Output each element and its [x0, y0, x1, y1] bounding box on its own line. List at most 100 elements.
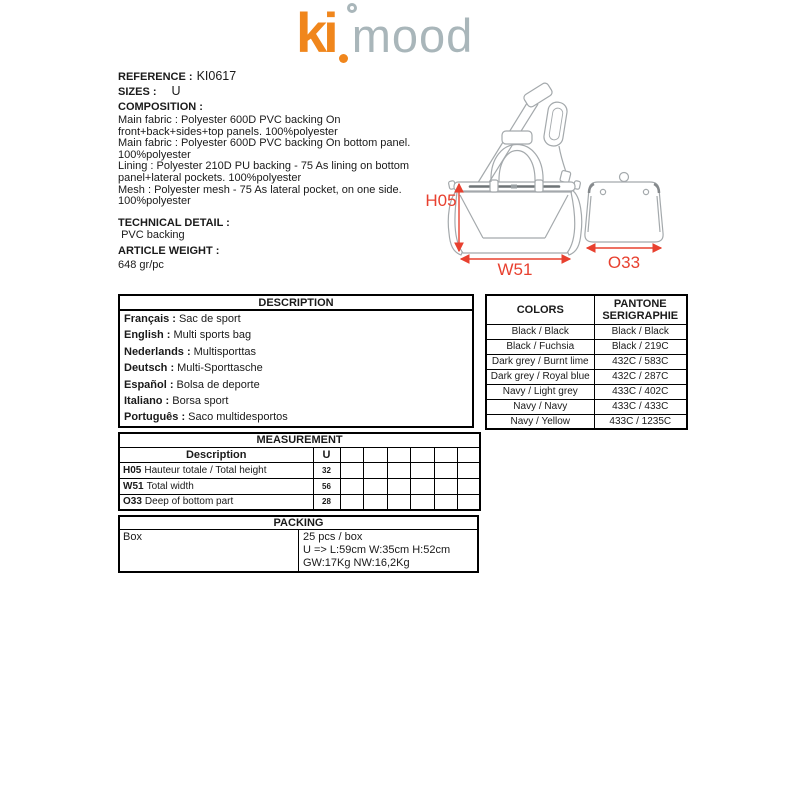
measurement-code: O33 — [123, 496, 142, 508]
measurement-code: W51 — [123, 480, 144, 492]
language-label: English : — [124, 329, 171, 342]
dimension-annotations — [454, 182, 663, 264]
packing-line1: 25 pcs / box — [303, 531, 363, 543]
description-value: Sac de sport — [178, 313, 241, 325]
measurement-description-header: Description — [118, 446, 314, 463]
color-row: Black / Black Black / Black — [485, 323, 688, 340]
measurement-value: 56 — [312, 477, 341, 495]
composition-line: Lining : Polyester 210D PU backing - 75 … — [118, 160, 410, 173]
color-name: Dark grey / Royal blue — [485, 368, 595, 385]
logo-ki-text: ki — [296, 1, 339, 64]
description-row: Português : Saco multidesportos — [120, 409, 472, 425]
description-row: English : Multi sports bag — [120, 327, 472, 343]
description-value: Multi sports bag — [173, 329, 252, 342]
technical-detail-label: TECHNICAL DETAIL : — [118, 216, 230, 229]
logo-ring-icon — [347, 3, 357, 13]
pantone-value: Black / 219C — [593, 338, 688, 355]
description-value: Bolsa de deporte — [176, 378, 260, 391]
measurement-row: O33 Deep of bottom part 28 — [118, 493, 481, 511]
pantone-value: 432C / 583C — [593, 353, 688, 370]
packing-details: 25 pcs / box U => L:59cm W:35cm H:52cm G… — [298, 529, 479, 573]
composition-line: 100%polyester — [118, 148, 191, 161]
product-info: REFERENCE : KI0617 SIZES : U COMPOSITION :… — [118, 69, 448, 271]
pantone-value: 433C / 433C — [593, 398, 688, 415]
measurement-label: Hauteur totale / Total height — [144, 464, 267, 476]
description-row: Nederlands : Multisporttas — [120, 344, 472, 360]
sizes-row: SIZES : U — [118, 84, 448, 102]
color-name: Black / Fuchsia — [485, 338, 595, 355]
colors-header: COLORS — [485, 294, 595, 325]
sizes-value: U — [171, 84, 181, 98]
color-row: Dark grey / Burnt lime 432C / 583C — [485, 353, 688, 370]
reference-row: REFERENCE : KI0617 — [118, 69, 448, 86]
bag-end-view — [584, 171, 664, 243]
measurement-row: W51 Total width 56 — [118, 477, 481, 495]
composition-line: Main fabric : Polyester 600D PVC backing… — [118, 137, 411, 150]
composition-line: 100%polyester — [118, 195, 191, 208]
color-name: Navy / Light grey — [485, 383, 595, 400]
packing-box-label: Box — [118, 529, 299, 573]
pantone-header: PANTONE SERIGRAPHIE — [593, 294, 688, 325]
description-table: DESCRIPTION Français : Sac de sport Engli… — [118, 294, 474, 428]
bag-handles — [490, 130, 544, 183]
pantone-value: 433C / 402C — [593, 383, 688, 400]
color-row: Navy / Light grey 433C / 402C — [485, 383, 688, 400]
article-weight-value: 648 gr/pc — [118, 258, 164, 271]
logo-dot-icon — [338, 54, 348, 63]
sizes-label: SIZES : — [118, 86, 157, 98]
color-name: Navy / Navy — [485, 398, 595, 415]
color-name: Navy / Yellow — [485, 413, 595, 430]
composition-label: COMPOSITION : — [118, 101, 203, 113]
reference-label: REFERENCE : — [118, 71, 193, 83]
measurement-code: H05 — [123, 464, 142, 476]
description-value: Multi-Sporttasche — [177, 362, 263, 375]
product-diagram: H05 W51 O33 — [425, 82, 664, 278]
color-row: Dark grey / Royal blue 432C / 287C — [485, 368, 688, 385]
measurement-title: MEASUREMENT — [118, 432, 481, 448]
composition-line: Main fabric : Polyester 600D PVC backing… — [118, 114, 341, 126]
w51-label: W51 — [498, 260, 533, 278]
measurement-row: H05 Hauteur totale / Total height 32 — [118, 461, 481, 479]
o33-label: O33 — [608, 253, 640, 272]
pantone-value: 433C / 1235C — [593, 413, 688, 430]
color-row: Navy / Navy 433C / 433C — [485, 398, 688, 415]
packing-title: PACKING — [118, 515, 479, 530]
measurement-value: 32 — [312, 461, 341, 479]
measurement-table: MEASUREMENT Description U H05 Hauteur tot… — [118, 432, 482, 511]
measurement-label: Total width — [146, 480, 194, 492]
description-row: Deutsch : Multi-Sporttasche — [120, 360, 472, 376]
bag-side-view — [453, 179, 576, 254]
measurement-size-header: U — [312, 446, 341, 463]
pantone-value: Black / Black — [593, 323, 688, 340]
description-value: Borsa sport — [172, 394, 229, 407]
packing-table: PACKING Box 25 pcs / box U => L:59cm W:3… — [118, 515, 479, 573]
kimood-logo: ki mood — [296, 0, 473, 70]
language-label: Français : — [124, 313, 176, 325]
composition-line: front+back+sides+top panels. 100%polyest… — [118, 125, 338, 138]
description-row: Italiano : Borsa sport — [120, 393, 472, 409]
measurement-value: 28 — [312, 493, 341, 511]
description-row: Español : Bolsa de deporte — [120, 377, 472, 393]
packing-line2: U => L:59cm W:35cm H:52cm GW:17Kg NW:16,… — [303, 544, 451, 569]
description-value: Saco multidesportos — [188, 411, 288, 424]
bag-shoulder-strap — [449, 82, 575, 233]
composition-line: Mesh : Polyester mesh - 75 As lateral po… — [118, 183, 402, 196]
language-label: Português : — [124, 411, 186, 424]
language-label: Español : — [124, 378, 174, 391]
article-weight-label: ARTICLE WEIGHT : — [118, 244, 220, 257]
language-label: Nederlands : — [124, 345, 191, 358]
color-row: Black / Fuchsia Black / 219C — [485, 338, 688, 355]
language-label: Italiano : — [124, 394, 170, 407]
color-name: Dark grey / Burnt lime — [485, 353, 595, 370]
logo-mood-text: mood — [351, 9, 474, 62]
reference-value: KI0617 — [196, 69, 237, 83]
colors-table: COLORS PANTONE SERIGRAPHIE Black / Black… — [485, 294, 688, 430]
color-name: Black / Black — [485, 323, 595, 340]
technical-detail-value: PVC backing — [121, 228, 185, 241]
measurement-label: Deep of bottom part — [144, 496, 234, 508]
language-label: Deutsch : — [124, 362, 175, 375]
pantone-value: 432C / 287C — [593, 368, 688, 385]
composition-line: panel+lateral pockets. 100%polyester — [118, 171, 302, 184]
description-row: Français : Sac de sport — [120, 311, 472, 327]
